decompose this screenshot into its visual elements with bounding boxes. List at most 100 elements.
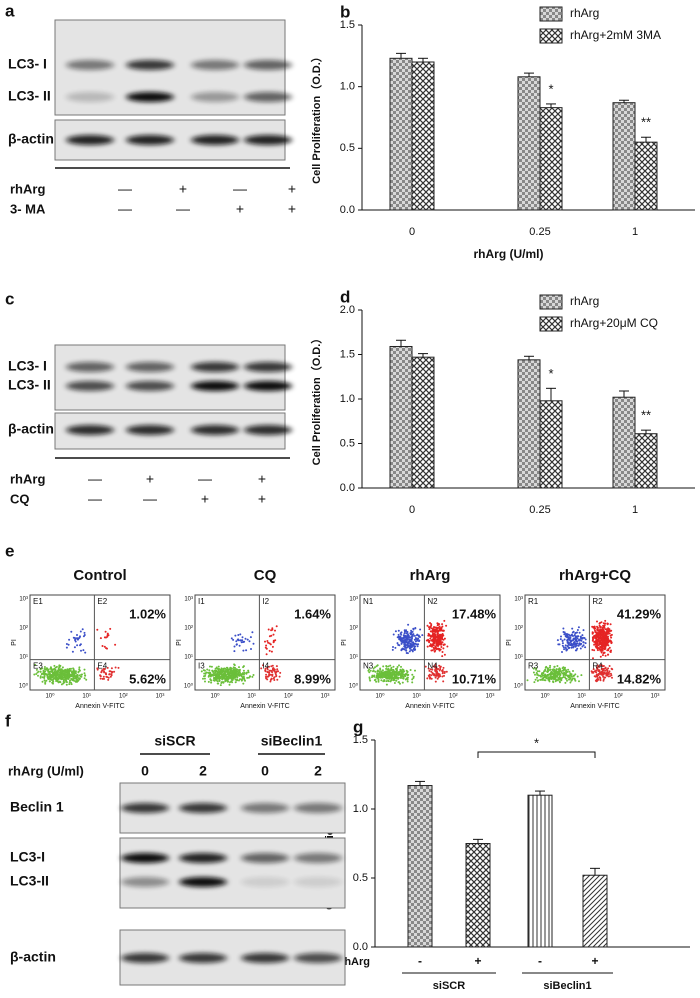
event-dot: [407, 681, 409, 683]
event-dot: [592, 640, 594, 642]
event-dot: [221, 674, 223, 676]
event-dot: [412, 641, 414, 643]
event-dot: [564, 682, 566, 684]
event-dot: [602, 676, 604, 678]
event-dot: [369, 680, 371, 682]
event-dot: [557, 673, 559, 675]
y-tick-label: 10³: [514, 597, 523, 603]
event-dot: [75, 641, 77, 643]
event-dot: [580, 674, 582, 676]
event-dot: [275, 675, 277, 677]
event-dot: [76, 637, 78, 639]
event-dot: [269, 681, 271, 683]
event-dot: [403, 648, 405, 650]
event-dot: [603, 632, 605, 634]
event-dot: [600, 679, 602, 681]
event-dot: [217, 674, 219, 676]
event-dot: [594, 675, 596, 677]
event-dot: [70, 631, 72, 633]
event-dot: [40, 677, 42, 679]
event-dot: [580, 636, 582, 638]
event-dot: [219, 676, 221, 678]
event-dot: [599, 672, 601, 674]
event-dot: [580, 648, 582, 650]
event-dot: [271, 670, 273, 672]
event-dot: [576, 637, 578, 639]
event-dot: [109, 628, 111, 630]
event-dot: [405, 639, 407, 641]
event-dot: [608, 630, 610, 632]
event-dot: [442, 641, 444, 643]
event-dot: [604, 636, 606, 638]
event-dot: [598, 634, 600, 636]
event-dot: [429, 645, 431, 647]
treatment-sign: —: [198, 471, 212, 487]
event-dot: [66, 647, 68, 649]
event-dot: [399, 683, 401, 685]
event-dot: [605, 674, 607, 676]
event-dot: [390, 680, 392, 682]
event-dot: [416, 640, 418, 642]
event-dot: [571, 676, 573, 678]
event-dot: [78, 666, 80, 668]
event-dot: [44, 679, 46, 681]
y-tick-label: 10¹: [184, 655, 193, 661]
treatment-sign: —: [88, 491, 102, 507]
event-dot: [374, 679, 376, 681]
event-dot: [549, 673, 551, 675]
event-dot: [45, 674, 47, 676]
event-dot: [606, 630, 608, 632]
blot-membrane: [120, 838, 345, 908]
event-dot: [242, 673, 244, 675]
treatment-sign: —: [233, 181, 247, 197]
event-dot: [77, 671, 79, 673]
y-tick-label: 0.5: [353, 872, 368, 884]
event-dot: [245, 649, 247, 651]
event-dot: [427, 625, 429, 627]
blot-band: [191, 362, 239, 372]
event-dot: [429, 638, 431, 640]
event-dot: [603, 678, 605, 680]
event-dot: [417, 645, 419, 647]
event-dot: [582, 646, 584, 648]
treatment-sign: +: [258, 491, 266, 507]
y-tick-label: 10¹: [514, 655, 523, 661]
event-dot: [266, 648, 268, 650]
event-dot: [386, 684, 388, 686]
event-dot: [268, 675, 270, 677]
event-dot: [446, 646, 448, 648]
event-dot: [601, 674, 603, 676]
event-dot: [581, 634, 583, 636]
event-dot: [559, 680, 561, 682]
event-dot: [408, 636, 410, 638]
event-dot: [550, 676, 552, 678]
event-dot: [567, 675, 569, 677]
event-dot: [100, 678, 102, 680]
event-dot: [561, 651, 563, 653]
event-dot: [609, 665, 611, 667]
event-dot: [391, 667, 393, 669]
event-dot: [606, 669, 608, 671]
event-dot: [61, 673, 63, 675]
event-dot: [607, 654, 609, 656]
event-dot: [397, 642, 399, 644]
y-axis-label: Cell Proliferation（O.D.）: [310, 51, 323, 184]
event-dot: [533, 681, 535, 683]
event-dot: [610, 650, 612, 652]
quadrant-label: E1: [33, 597, 43, 606]
blot-membrane: [55, 345, 285, 410]
event-dot: [276, 665, 278, 667]
event-dot: [594, 627, 596, 629]
legend-label: rhArg+20μM CQ: [570, 316, 658, 330]
event-dot: [51, 668, 53, 670]
event-dot: [51, 679, 53, 681]
event-dot: [266, 640, 268, 642]
event-dot: [428, 675, 430, 677]
event-dot: [96, 629, 98, 631]
x-tick-label: 0: [409, 226, 415, 238]
event-dot: [84, 669, 86, 671]
event-dot: [401, 649, 403, 651]
event-dot: [80, 674, 82, 676]
event-dot: [242, 636, 244, 638]
x-tick-label: 10³: [486, 694, 495, 700]
